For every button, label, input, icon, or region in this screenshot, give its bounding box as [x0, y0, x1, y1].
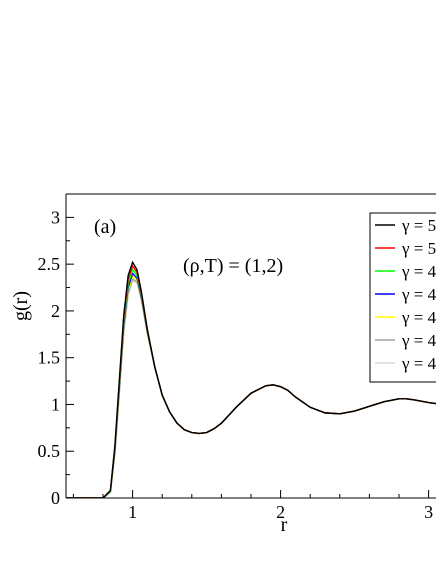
legend-label: γ = 4	[401, 285, 436, 304]
legend-box	[369, 212, 436, 383]
y-tick-label: 3	[51, 207, 60, 227]
series-line-1	[66, 260, 436, 498]
y-tick-label: 0.5	[38, 441, 61, 461]
panel-label: (a)	[94, 216, 116, 238]
x-tick-label: 3	[424, 502, 433, 522]
x-tick-label: 1	[128, 502, 137, 522]
series-layer	[66, 260, 436, 498]
legend-label: γ = 4	[401, 354, 436, 373]
x-tick-label: 2	[276, 502, 285, 522]
y-axis-title: g(r)	[10, 291, 32, 321]
state-annotation: (ρ,T) = (1,2)	[183, 255, 283, 277]
legend-label: γ = 4	[401, 262, 436, 281]
tick-marks	[66, 216, 430, 499]
legend-label: γ = 4	[401, 331, 436, 350]
y-tick-label: 0	[51, 488, 60, 508]
y-tick-label: 2.5	[38, 254, 61, 274]
legend-label: γ = 4	[401, 308, 436, 327]
tick-labels: 0 0.5 1 1.5 2 2.5 3 1 2 3	[38, 207, 434, 522]
legend-label: γ = 5	[401, 239, 436, 258]
legend: γ = 5 γ = 5 γ = 4 γ = 4 γ = 4 γ = 4 γ = 4	[369, 212, 436, 383]
y-tick-label: 2	[51, 301, 60, 321]
x-axis-title: r	[281, 514, 288, 536]
legend-label: γ = 5	[401, 216, 436, 235]
y-tick-label: 1.5	[38, 348, 61, 368]
y-tick-label: 1	[51, 394, 60, 414]
